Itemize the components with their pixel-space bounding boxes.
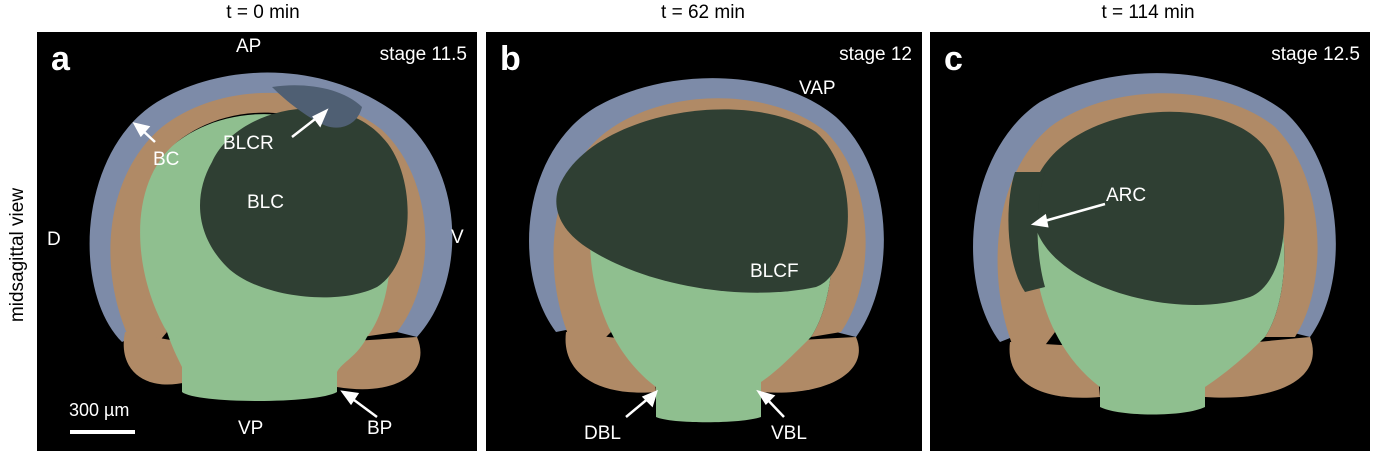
panel-b: b stage 12 VAP BLCF DBL VBL xyxy=(486,32,922,451)
label-vp: VP xyxy=(238,418,264,439)
label-blc: BLC xyxy=(247,192,284,213)
label-blcf: BLCF xyxy=(750,261,799,282)
label-ap: AP xyxy=(236,36,262,57)
stage-label-c: stage 12.5 xyxy=(1271,44,1360,65)
stage-label-b: stage 12 xyxy=(839,44,912,65)
embryo-image-c xyxy=(973,73,1336,415)
scale-bar-label: 300 µm xyxy=(69,400,130,420)
label-vbl: VBL xyxy=(771,423,807,444)
time-label-c: t = 114 min xyxy=(1101,2,1195,23)
embryo-image-b xyxy=(529,78,884,423)
panel-letter-b: b xyxy=(500,40,521,78)
label-blcr: BLCR xyxy=(223,133,274,154)
label-vap: VAP xyxy=(799,78,836,99)
panel-letter-c: c xyxy=(944,40,963,78)
view-label: midsagittal view xyxy=(7,187,28,323)
label-arc: ARC xyxy=(1106,185,1147,206)
time-label-a: t = 0 min xyxy=(226,2,300,23)
time-label-b: t = 62 min xyxy=(661,2,745,23)
panel-letter-a: a xyxy=(51,40,70,78)
scale-bar xyxy=(70,430,135,434)
label-d: D xyxy=(47,229,61,250)
embryo-image-a xyxy=(70,72,453,434)
label-bp: BP xyxy=(367,418,393,439)
panel-c: c stage 12.5 ARC xyxy=(930,32,1370,451)
label-dbl: DBL xyxy=(584,423,621,444)
label-bc: BC xyxy=(153,149,180,170)
label-v: V xyxy=(451,227,464,248)
panel-a: a stage 11.5 AP BC BLCR BLC D V VP BP 30… xyxy=(37,32,477,451)
stage-label-a: stage 11.5 xyxy=(379,44,467,65)
